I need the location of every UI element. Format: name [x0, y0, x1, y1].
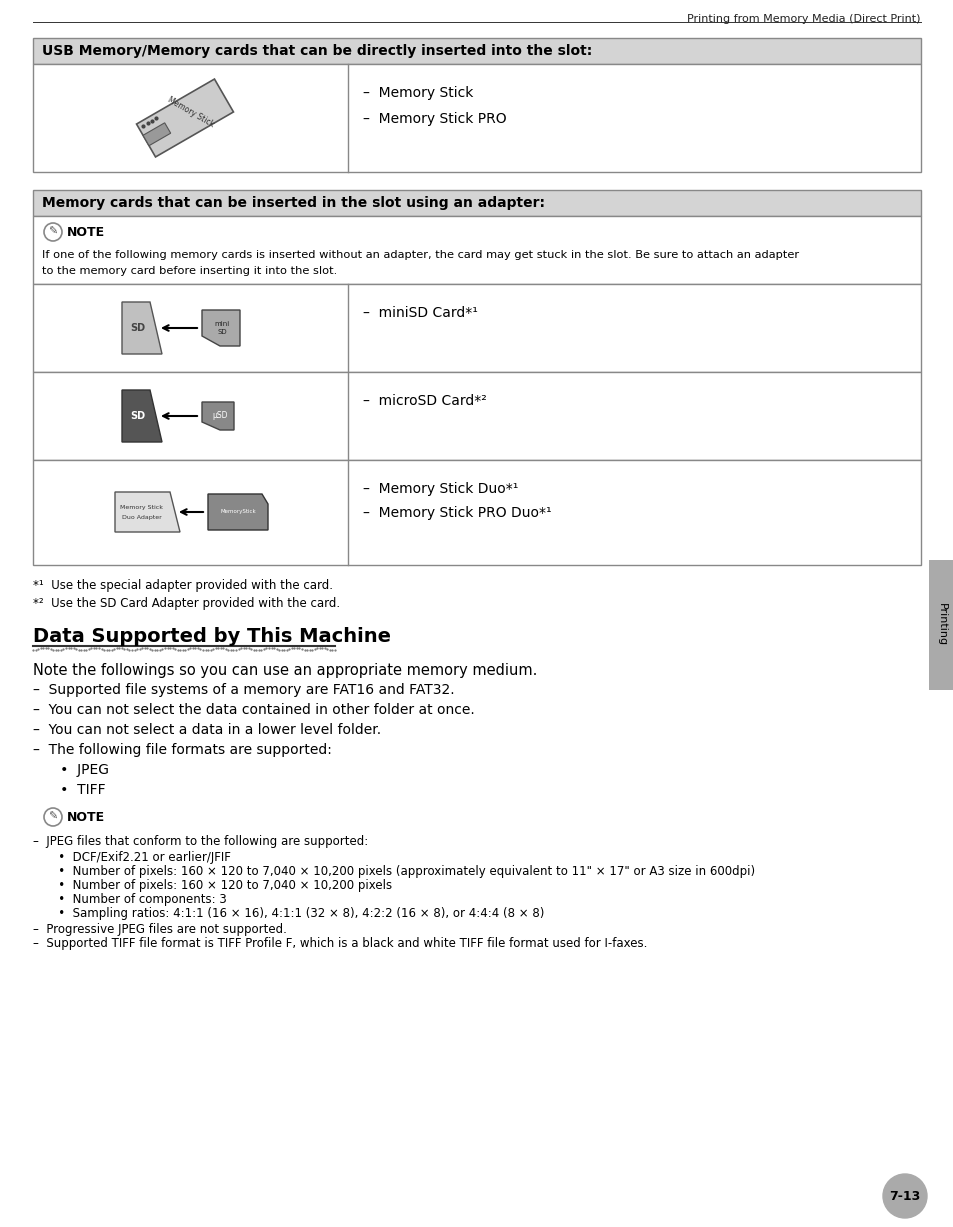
Text: –  miniSD Card*¹: – miniSD Card*¹ [363, 306, 477, 320]
Polygon shape [136, 79, 233, 157]
Text: NOTE: NOTE [67, 811, 105, 825]
Text: –  You can not select a data in a lower level folder.: – You can not select a data in a lower l… [33, 723, 381, 737]
Text: Memory Stick: Memory Stick [120, 506, 163, 510]
Text: Data Supported by This Machine: Data Supported by This Machine [33, 627, 391, 645]
Circle shape [44, 809, 62, 826]
Text: *¹  Use the special adapter provided with the card.: *¹ Use the special adapter provided with… [33, 579, 333, 591]
Text: –  Progressive JPEG files are not supported.: – Progressive JPEG files are not support… [33, 923, 287, 936]
Polygon shape [143, 123, 171, 146]
Text: Note the followings so you can use an appropriate memory medium.: Note the followings so you can use an ap… [33, 663, 537, 679]
Text: ✎: ✎ [49, 812, 57, 822]
Text: •  TIFF: • TIFF [47, 783, 106, 798]
Polygon shape [122, 390, 162, 442]
Bar [33, 190, 920, 216]
Text: –  Memory Stick Duo*¹: – Memory Stick Duo*¹ [363, 482, 517, 496]
Bar [33, 283, 920, 372]
Text: –  Memory Stick PRO: – Memory Stick PRO [363, 112, 506, 126]
Text: to the memory card before inserting it into the slot.: to the memory card before inserting it i… [42, 266, 337, 276]
Text: Memory Stick: Memory Stick [166, 96, 215, 129]
Text: Printing: Printing [936, 604, 945, 647]
Text: –  microSD Card*²: – microSD Card*² [363, 394, 486, 409]
Text: –  Supported TIFF file format is TIFF Profile F, which is a black and white TIFF: – Supported TIFF file format is TIFF Pro… [33, 937, 647, 950]
Polygon shape [208, 494, 268, 530]
Text: •  Number of pixels: 160 × 120 to 7,040 × 10,200 pixels (approximately equivalen: • Number of pixels: 160 × 120 to 7,040 ×… [47, 865, 755, 879]
Polygon shape [202, 310, 240, 346]
Text: •  DCF/Exif2.21 or earlier/JFIF: • DCF/Exif2.21 or earlier/JFIF [47, 852, 231, 864]
Text: –  JPEG files that conform to the following are supported:: – JPEG files that conform to the followi… [33, 836, 368, 848]
Text: Memory cards that can be inserted in the slot using an adapter:: Memory cards that can be inserted in the… [42, 196, 544, 210]
Text: SD: SD [131, 323, 146, 333]
Polygon shape [122, 302, 162, 355]
Text: 7-13: 7-13 [888, 1189, 920, 1202]
Polygon shape [202, 402, 233, 429]
Text: •  Number of pixels: 160 × 120 to 7,040 × 10,200 pixels: • Number of pixels: 160 × 120 to 7,040 ×… [47, 879, 392, 892]
Circle shape [882, 1174, 926, 1218]
Bar [33, 38, 920, 64]
Bar [928, 560, 953, 690]
Text: USB Memory/Memory cards that can be directly inserted into the slot:: USB Memory/Memory cards that can be dire… [42, 44, 592, 58]
Text: •  Number of components: 3: • Number of components: 3 [47, 893, 227, 906]
Text: NOTE: NOTE [67, 226, 105, 239]
Bar [33, 64, 920, 172]
Text: –  Memory Stick: – Memory Stick [363, 86, 473, 99]
Bar [33, 460, 920, 564]
Polygon shape [115, 492, 180, 533]
Text: ✎: ✎ [49, 227, 57, 237]
Text: MemoryStick: MemoryStick [220, 509, 255, 514]
Text: •  JPEG: • JPEG [47, 763, 109, 777]
Text: Printing from Memory Media (Direct Print): Printing from Memory Media (Direct Print… [687, 13, 920, 25]
Text: –  Memory Stick PRO Duo*¹: – Memory Stick PRO Duo*¹ [363, 506, 551, 520]
Text: –  Supported file systems of a memory are FAT16 and FAT32.: – Supported file systems of a memory are… [33, 683, 455, 697]
Text: If one of the following memory cards is inserted without an adapter, the card ma: If one of the following memory cards is … [42, 250, 799, 260]
Text: Duo Adapter: Duo Adapter [122, 515, 162, 520]
Text: –  You can not select the data contained in other folder at once.: – You can not select the data contained … [33, 703, 475, 717]
Bar [33, 372, 920, 460]
Circle shape [44, 223, 62, 240]
Text: SD: SD [131, 411, 146, 421]
Text: *²  Use the SD Card Adapter provided with the card.: *² Use the SD Card Adapter provided with… [33, 598, 340, 610]
Text: μSD: μSD [212, 411, 228, 421]
Bar [33, 216, 920, 283]
Text: –  The following file formats are supported:: – The following file formats are support… [33, 744, 332, 757]
Text: mini
SD: mini SD [214, 321, 230, 335]
Text: •  Sampling ratios: 4:1:1 (16 × 16), 4:1:1 (32 × 8), 4:2:2 (16 × 8), or 4:4:4 (8: • Sampling ratios: 4:1:1 (16 × 16), 4:1:… [47, 907, 544, 920]
